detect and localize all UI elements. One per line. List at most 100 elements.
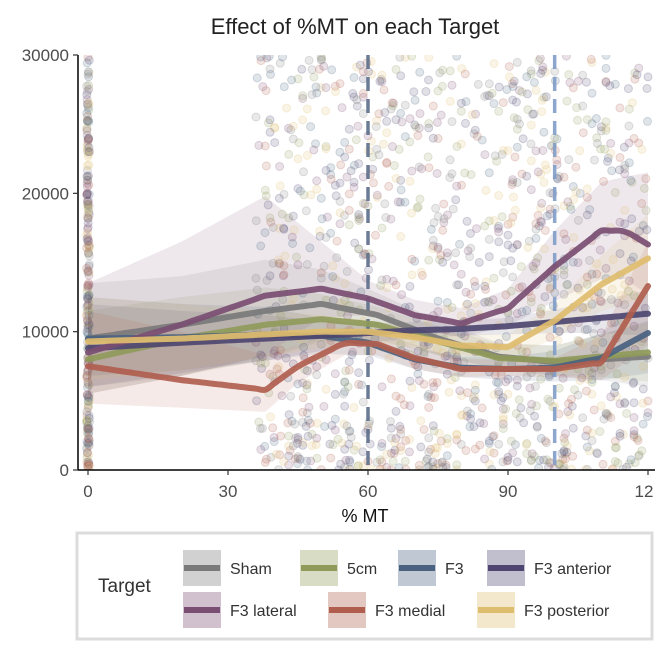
data-point [390,445,400,455]
data-point [452,355,462,364]
data-point [274,259,284,269]
data-point [82,124,92,133]
data-point [291,433,300,443]
data-point [638,362,648,372]
data-point [312,370,322,380]
data-point [436,436,446,446]
data-point [544,372,554,382]
legend-label: F3 anterior [534,561,612,578]
data-point [353,461,363,470]
data-point [83,151,93,161]
data-point [386,214,396,224]
data-point [82,263,92,273]
data-point [498,419,508,429]
data-point [274,223,284,233]
data-point [573,215,583,225]
data-point [83,304,93,314]
data-point [261,454,271,464]
data-point [386,433,396,443]
data-point [616,290,626,300]
data-point [354,379,364,389]
data-point [592,448,602,458]
data-point [312,433,322,443]
data-point [606,360,616,370]
data-point [281,353,291,363]
data-point [395,421,405,431]
data-point [577,373,587,383]
data-point [452,181,462,191]
data-point [82,417,92,427]
data-point [506,436,516,446]
data-point [379,139,389,149]
data-point [587,299,597,309]
data-point [84,390,94,400]
data-point [461,97,471,107]
data-point [266,412,275,422]
data-point [488,295,498,305]
data-point [82,308,92,317]
data-point [575,376,585,385]
data-point [83,55,93,62]
data-point [391,65,401,74]
data-point [606,295,616,304]
data-point [529,109,539,119]
data-point [433,134,443,143]
data-point [534,56,544,66]
data-point [643,72,653,82]
data-point [509,76,519,86]
data-point [288,134,298,144]
data-point [83,99,93,109]
data-point [514,283,524,293]
data-point [552,155,562,165]
data-point [83,67,93,77]
data-point [529,264,539,274]
data-point [83,266,93,276]
data-point [494,237,504,247]
data-point [388,142,397,151]
data-point [637,446,647,456]
data-point [545,284,555,294]
data-point [630,458,640,468]
data-point [82,166,92,175]
data-point [293,453,303,463]
data-point [424,462,434,470]
data-point [530,381,540,391]
data-point [422,463,432,470]
data-point [82,190,92,200]
data-point [84,236,94,246]
data-point [545,396,555,406]
legend-label: F3 medial [375,603,445,620]
data-point [265,271,275,281]
x-tick-label: 60 [359,482,378,501]
data-point [272,449,281,459]
data-point [535,307,545,317]
data-point [480,92,490,101]
data-point [498,415,508,425]
data-point [330,414,340,424]
data-point [560,437,570,447]
data-point [601,126,611,135]
data-point [316,273,326,283]
data-point [512,309,522,318]
data-point [321,144,331,154]
data-point [367,69,376,79]
data-point [290,454,300,464]
data-point [596,122,606,132]
data-point [377,275,387,285]
data-point [396,424,406,434]
data-point [578,70,588,80]
data-point [391,434,401,443]
data-point [301,421,311,431]
data-point [410,256,420,266]
data-point [407,208,416,218]
data-point [279,270,289,280]
data-point [287,75,297,85]
data-point [409,87,419,97]
data-point [335,147,345,157]
data-point [298,393,308,403]
data-point [293,452,303,461]
data-point [265,213,275,223]
data-point [290,419,300,429]
data-point [568,257,578,267]
data-point [82,86,92,96]
